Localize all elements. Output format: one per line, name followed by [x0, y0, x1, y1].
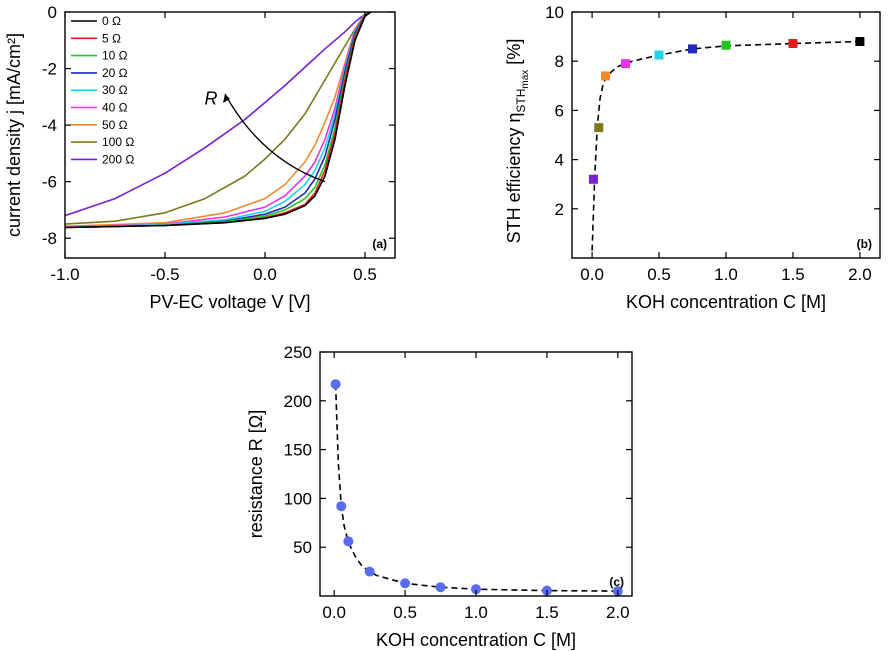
y-axis-label: STH efficiency ηSTHmax [%]	[504, 39, 531, 244]
panel-label: (a)	[372, 237, 387, 251]
data-point	[364, 566, 375, 577]
y-tick-label: 2	[555, 200, 564, 219]
data-point	[688, 44, 698, 54]
annotation-label: R	[205, 88, 218, 108]
x-tick-label: 1.0	[714, 265, 738, 284]
y-label-unit: [%]	[504, 39, 524, 65]
data-point	[721, 40, 731, 50]
data-point	[400, 578, 411, 589]
panel-label: (b)	[857, 237, 872, 251]
x-tick-label: 0.5	[353, 265, 377, 284]
y-tick-label: 6	[555, 101, 564, 120]
plot-frame	[319, 351, 633, 597]
arrow-shaft	[224, 93, 326, 183]
plot-frame	[64, 11, 396, 259]
y-tick-label: 50	[293, 538, 312, 557]
data-point	[435, 582, 446, 593]
x-tick-label: 0.0	[580, 265, 604, 284]
y-tick-label: 0	[48, 3, 57, 22]
data-point	[588, 174, 598, 184]
x-tick-label: 1.0	[464, 603, 488, 622]
x-tick-label: -1.0	[50, 265, 79, 284]
x-tick-label: 0.5	[393, 603, 417, 622]
data-point	[343, 536, 354, 547]
y-tick-label: 150	[284, 441, 312, 460]
y-tick-label: 8	[555, 52, 564, 71]
x-tick-label: 2.0	[606, 603, 630, 622]
arrow-head	[223, 94, 230, 103]
fit-curve	[591, 40, 860, 251]
legend: 0 Ω 5 Ω 10 Ω 20 Ω 30 Ω 40 Ω 50 Ω 100 Ω 200 Ω	[71, 14, 134, 166]
y-tick-label: -6	[42, 173, 57, 192]
r-arrow-annotation: R	[205, 88, 326, 183]
x-axis-label: KOH concentration C [M]	[626, 292, 826, 312]
y-axis-label: current density j [mA/cm²]	[4, 33, 24, 237]
panel-c-resistance: 0.0 0.5 1.0 1.5 2.0 50 100 150 200 250 KOH concent…	[246, 343, 633, 650]
y-label-main: STH efficiency η	[504, 113, 524, 244]
y-label-sub: STH	[514, 89, 528, 113]
legend-label: 30 Ω	[102, 83, 128, 97]
panel-b-sth-efficiency: 0.0 0.5 1.0 1.5 2.0 2 4 6 8 10 KOH concentration C…	[504, 3, 881, 312]
y-tick-label: 10	[545, 3, 564, 22]
y-tick-label: -8	[42, 229, 57, 248]
series-line	[65, 12, 372, 229]
legend-label: 40 Ω	[102, 101, 128, 115]
y-tick-label: 4	[555, 151, 564, 170]
legend-label: 0 Ω	[102, 14, 121, 28]
panel-a-jv-curves: -1.0 -0.5 0.0 0.5 0 -2 -4 -6 -8 PV-EC voltage V […	[4, 3, 396, 312]
x-tick-label: 1.5	[535, 603, 559, 622]
legend-label: 5 Ω	[102, 31, 121, 45]
x-axis-label: KOH concentration C [M]	[376, 630, 576, 650]
data-point	[600, 71, 610, 81]
data-point	[654, 50, 664, 60]
fit-curve	[334, 384, 618, 592]
series-line	[65, 12, 372, 217]
legend-label: 20 Ω	[102, 66, 128, 80]
data-point	[471, 584, 481, 595]
x-tick-label: 0.0	[322, 603, 346, 622]
legend-label: 50 Ω	[102, 118, 128, 132]
y-tick-label: 250	[284, 343, 312, 362]
series-lines	[65, 12, 372, 229]
y-tick-label: 100	[284, 489, 312, 508]
x-axis-label: PV-EC voltage V [V]	[149, 292, 310, 312]
y-tick-label: -4	[42, 116, 57, 135]
x-tick-label: 2.0	[848, 265, 872, 284]
x-tick-label: 1.5	[781, 265, 805, 284]
data-point	[788, 38, 798, 48]
legend-label: 100 Ω	[102, 135, 134, 149]
y-label-subsub: max	[520, 70, 531, 89]
y-tick-label: 200	[284, 392, 312, 411]
data-point	[330, 379, 341, 390]
y-tick-label: -2	[42, 60, 57, 79]
x-tick-label: -0.5	[150, 265, 179, 284]
data-point	[621, 59, 631, 69]
x-tick-label: 0.5	[647, 265, 671, 284]
x-tick-label: 0.0	[253, 265, 277, 284]
legend-label: 10 Ω	[102, 49, 128, 63]
data-point	[336, 501, 347, 512]
panel-label: (c)	[609, 575, 624, 589]
data-point	[594, 123, 604, 133]
y-axis-label: resistance R [Ω]	[246, 410, 266, 539]
legend-label: 200 Ω	[102, 152, 134, 166]
data-point	[855, 37, 865, 47]
